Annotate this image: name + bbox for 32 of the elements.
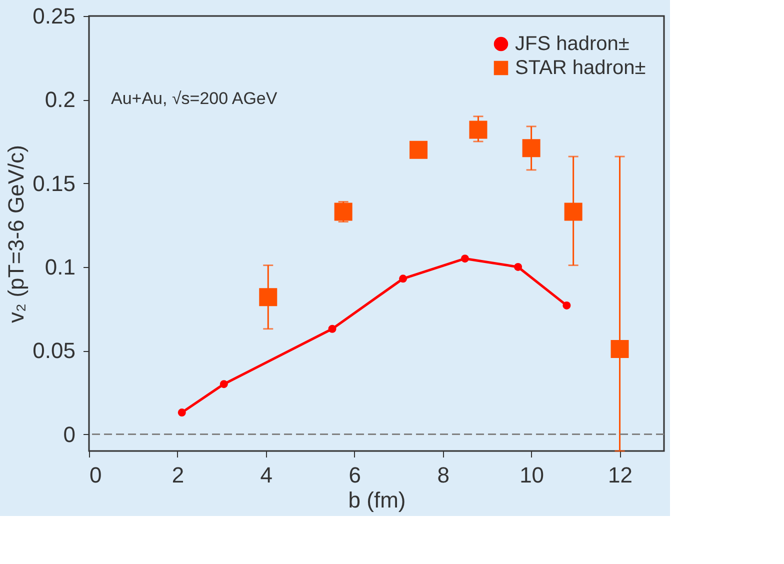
point (562, 301, 571, 310)
y-tick-label: 0.2 (44, 87, 76, 112)
x-tick-label: 10 (520, 462, 544, 488)
x-axis-title: b (fm) (348, 488, 406, 512)
y-tick-label: 0.05 (32, 338, 76, 364)
y-tick-label: 0.1 (44, 254, 76, 280)
legend-label: STAR hadron± (515, 57, 646, 79)
x-tick-label: 0 (90, 462, 102, 488)
point (469, 120, 488, 139)
x-tick-label: 12 (608, 462, 633, 488)
point (522, 139, 540, 158)
point (259, 288, 278, 306)
x-tick-label: 2 (172, 462, 184, 488)
x-tick-label: 4 (260, 462, 273, 488)
annotation: Au+Au, √s=200 AGeV (111, 89, 278, 108)
y-axis-title: v₂ (pT=3-6 GeV/c) (4, 145, 29, 323)
point (178, 408, 186, 417)
point (334, 202, 352, 221)
y-tick-label: 0.15 (32, 170, 76, 196)
point (220, 380, 228, 388)
x-tick-label: 8 (437, 462, 450, 488)
point (460, 254, 469, 263)
point (399, 274, 408, 283)
point (328, 324, 336, 333)
point (610, 340, 629, 358)
y-tick-label: 0 (63, 422, 76, 447)
point (564, 202, 582, 221)
point (410, 140, 428, 159)
y-tick-label: 0.25 (32, 4, 76, 28)
x-tick-label: 6 (348, 462, 362, 488)
point (514, 262, 522, 271)
legend-label: JFS hadron± (515, 33, 630, 55)
